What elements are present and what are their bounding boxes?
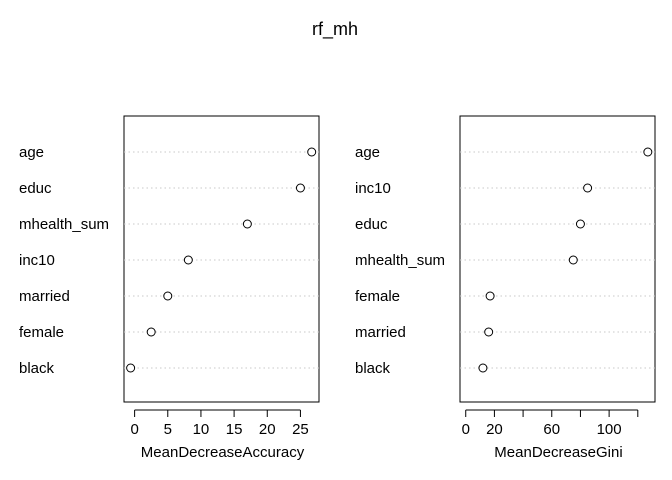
data-point — [307, 147, 317, 157]
category-label: inc10 — [19, 252, 55, 269]
data-point — [484, 327, 494, 337]
data-point — [643, 147, 653, 157]
x-tick-label: 0 — [130, 421, 138, 438]
x-tick-label: 100 — [597, 421, 622, 438]
data-point — [146, 327, 156, 337]
data-point — [568, 255, 578, 265]
category-label: married — [355, 324, 406, 341]
plot-frame — [123, 115, 320, 403]
x-tick-label: 25 — [292, 421, 309, 438]
category-label: black — [355, 360, 391, 377]
category-label: educ — [19, 180, 52, 197]
plot-frame — [459, 115, 656, 403]
data-point — [183, 255, 193, 265]
data-point — [575, 219, 585, 229]
x-tick-label: 10 — [193, 421, 210, 438]
category-label: educ — [355, 216, 388, 233]
data-point — [295, 183, 305, 193]
x-axis-label: MeanDecreaseAccuracy — [141, 444, 305, 461]
x-tick-label: 20 — [486, 421, 503, 438]
category-label: age — [19, 144, 44, 161]
category-label: married — [19, 288, 70, 305]
category-label: female — [19, 324, 64, 341]
category-label: mhealth_sum — [19, 216, 109, 233]
category-label: black — [19, 360, 55, 377]
x-tick-label: 15 — [226, 421, 243, 438]
data-point — [478, 363, 488, 373]
category-label: mhealth_sum — [355, 252, 445, 269]
x-tick-label: 0 — [462, 421, 470, 438]
data-point — [163, 291, 173, 301]
data-point — [583, 183, 593, 193]
x-tick-label: 5 — [164, 421, 172, 438]
data-point — [126, 363, 136, 373]
x-tick-label: 20 — [259, 421, 276, 438]
category-label: age — [355, 144, 380, 161]
category-label: female — [355, 288, 400, 305]
x-axis-label: MeanDecreaseGini — [494, 444, 622, 461]
data-point — [485, 291, 495, 301]
x-tick-label: 60 — [543, 421, 560, 438]
chart-panel-1: age educ mhealth_sum inc10 married female blac… — [19, 115, 320, 461]
data-point — [242, 219, 252, 229]
category-label: inc10 — [355, 180, 391, 197]
chart-title: rf_mh — [312, 19, 358, 40]
